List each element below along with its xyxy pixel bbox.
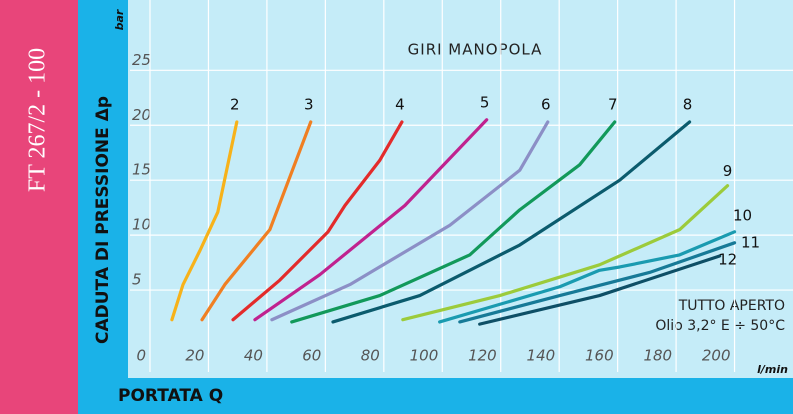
annotation: Olio 3,2° E ÷ 50°C (655, 318, 785, 334)
x-tick-label: 120 (468, 347, 497, 365)
x-tick-label: 200 (702, 347, 731, 365)
y-tick-label: 10 (132, 216, 151, 234)
legend-title: GIRI MANOPOLA (408, 41, 543, 59)
y-unit: bar (113, 9, 126, 30)
series-label: 5 (480, 93, 490, 111)
y-axis-label: CADUTA DI PRESSIONE Δp (93, 96, 113, 344)
x-unit: l/min (757, 363, 788, 376)
series-label: 6 (541, 95, 551, 113)
x-tick-label: 0 (136, 347, 146, 365)
chart: FT 267/2 - 100 CADUTA DI PRESSIONE Δp PO… (0, 0, 793, 414)
series-label: 10 (733, 206, 752, 224)
y-tick-label: 15 (132, 161, 151, 179)
series-label: 3 (304, 95, 314, 113)
x-tick-label: 180 (643, 347, 672, 365)
y-tick-label: 25 (132, 51, 151, 69)
series-label: 11 (741, 233, 760, 251)
y-tick-label: 5 (132, 271, 142, 289)
x-tick-label: 20 (185, 347, 204, 365)
annotation: TUTTO APERTO (678, 298, 785, 314)
x-tick-label: 40 (244, 347, 263, 365)
series-label: 2 (230, 95, 240, 113)
x-tick-label: 80 (361, 347, 380, 365)
series-label: 7 (608, 95, 618, 113)
page: {"chart_data": { "type": "line", "doc_co… (0, 0, 793, 414)
y-tick-label: 20 (132, 106, 151, 124)
doc-code: FT 267/2 - 100 (25, 48, 51, 192)
series-label: 9 (723, 162, 733, 180)
x-tick-label: 140 (527, 347, 556, 365)
x-axis-label: PORTATA Q (118, 386, 223, 406)
series-label: 12 (718, 251, 737, 269)
x-tick-label: 100 (410, 347, 439, 365)
series-label: 4 (395, 95, 405, 113)
series-label: 8 (683, 95, 693, 113)
x-tick-label: 60 (302, 347, 321, 365)
x-tick-label: 160 (585, 347, 614, 365)
